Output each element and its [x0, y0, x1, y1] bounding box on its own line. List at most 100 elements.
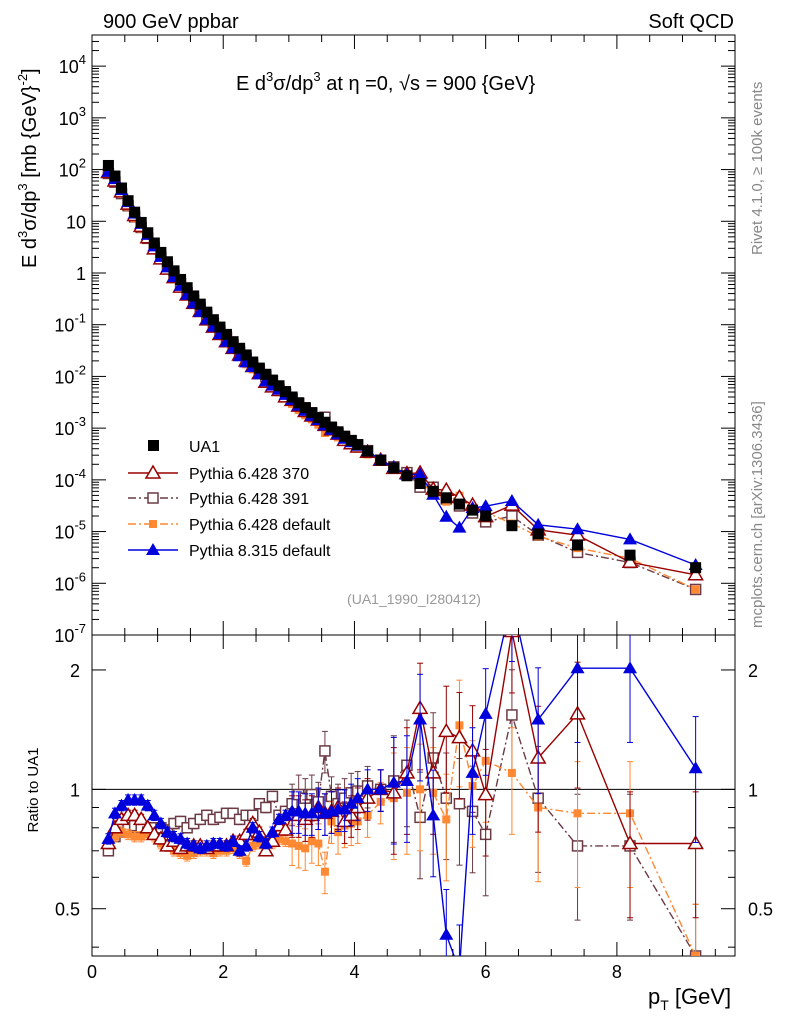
ratio-point-py8: [350, 791, 365, 804]
ratio-point-py8: [101, 831, 116, 844]
main-line-py370: [107, 172, 696, 576]
main-point-ua1: [299, 402, 311, 414]
ratio-point-pydef: [288, 839, 297, 848]
ratio-ytick-label: 1: [70, 780, 80, 800]
main-point-ua1: [260, 368, 272, 380]
ratio-point-py391: [319, 745, 331, 757]
ratio-point-pydef: [416, 785, 425, 794]
main-ytick-label: 10-1: [54, 311, 86, 336]
ratio-point-py8: [386, 775, 401, 788]
legend-item-py391: Pythia 6.428 391: [128, 491, 309, 508]
ratio-point-pydef: [130, 832, 139, 841]
main-ytick-labels: 10-7 10-6 10-5 10-4 10-3 10-2 10-1 1 10 102 103 104: [54, 52, 86, 646]
legend-label-py391: Pythia 6.428 391: [189, 491, 309, 508]
main-point-py391: [506, 510, 518, 522]
main-point-ua1: [135, 216, 147, 228]
main-point-ua1: [427, 485, 439, 497]
ratio-point-pydef: [320, 867, 329, 876]
legend-marker-py8: [146, 543, 160, 555]
main-point-ua1: [690, 562, 702, 574]
main-point-py8: [504, 494, 519, 507]
main-point-ua1: [102, 159, 114, 171]
ratio-point-py8: [452, 963, 466, 975]
ratio-ytick-label-right: 1: [748, 780, 758, 800]
legend-marker-ua1: [148, 440, 159, 451]
main-ytick-label: 102: [59, 156, 86, 181]
main-point-ua1: [168, 265, 180, 277]
main-point-py8: [570, 522, 585, 535]
ratio-series-py391: [102, 669, 702, 956]
ratio-point-pydef: [301, 844, 310, 853]
ratio-point-pydef: [294, 841, 303, 850]
ratio-point-py370: [139, 819, 157, 834]
ratio-xtick-labels: 0 2 4 6 8: [87, 962, 622, 982]
ratio-point-py8: [173, 831, 188, 844]
ratio-ytick-label: 0.5: [55, 900, 80, 920]
ratio-panel: 0.5 0.5 1 1 2 2 0 2 4 6 8 Ratio to UA1 pT [GeV]: [25, 634, 773, 1013]
main-point-ua1: [148, 237, 160, 249]
ratio-point-py8: [531, 712, 546, 725]
ratio-point-pydef: [137, 832, 146, 841]
legend-marker-pydef: [149, 520, 157, 528]
legend-item-pydef: Pythia 6.428 default: [128, 517, 331, 534]
main-series-ua1: [102, 159, 702, 574]
ratio-point-pydef: [507, 768, 516, 777]
main-point-ua1: [345, 434, 357, 446]
main-point-ua1: [286, 391, 298, 403]
ratio-point-py8: [399, 773, 414, 786]
ratio-point-py8: [465, 765, 480, 778]
main-point-ua1: [181, 282, 193, 294]
ratio-point-py8: [232, 843, 247, 856]
mcplots-label: mcplots.cern.ch [arXiv:1306.3436]: [749, 401, 766, 628]
ratio-line-py391: [107, 712, 697, 956]
x-axis-label: pT [GeV]: [648, 984, 731, 1013]
main-point-ua1: [194, 298, 206, 310]
main-point-py8: [623, 532, 638, 545]
ratio-point-py391: [174, 815, 187, 828]
ratio-point-py370: [621, 835, 639, 850]
main-point-ua1: [122, 195, 134, 207]
legend-marker-py370: [144, 464, 162, 479]
ratio-point-py8: [688, 761, 703, 774]
ratio-point-py391: [266, 790, 279, 803]
ratio-point-py8: [134, 793, 149, 806]
ratio-point-py370: [277, 821, 294, 836]
main-point-ua1: [375, 454, 387, 466]
ratio-point-py8: [413, 712, 428, 725]
ratio-point-py8: [160, 825, 175, 838]
ratio-xtick-label: 2: [218, 962, 228, 982]
ratio-ytick-label-right: 2: [748, 661, 758, 681]
ratio-point-py391: [227, 807, 239, 820]
ratio-point-py391: [453, 797, 466, 810]
ratio-ticks: [91, 635, 735, 956]
main-ticks: [91, 34, 735, 636]
ratio-xtick-label: 0: [87, 962, 97, 982]
ratio-point-pydef: [183, 851, 192, 860]
main-panel: 10-7 10-6 10-5 10-4 10-3 10-2 10-1 1 10 102 103 104…: [15, 34, 736, 646]
ratio-ylabel: Ratio to UA1: [25, 747, 42, 832]
main-point-ua1: [247, 356, 259, 368]
ratio-point-py8: [271, 812, 286, 825]
main-series: [100, 159, 704, 596]
main-point-ua1: [240, 349, 252, 361]
header-left: 900 GeV ppbar: [103, 11, 239, 33]
ratio-point-pydef: [334, 828, 343, 837]
main-ytick-label: 104: [59, 52, 86, 77]
ratio-point-pydef: [255, 839, 264, 848]
ratio-point-py8: [252, 829, 267, 842]
ratio-point-py8: [623, 661, 638, 674]
main-ylabel: E d3σ/dp3 [mb {GeV}-2]: [15, 68, 41, 268]
main-point-ua1: [325, 421, 337, 433]
ratio-point-py8: [107, 806, 122, 819]
main-point-ua1: [572, 539, 584, 551]
legend: UA1 Pythia 6.428 370 Pythia 6.428 391 Py…: [128, 439, 331, 560]
main-point-pydef: [691, 585, 700, 594]
ratio-point-py8: [311, 800, 326, 813]
ratio-xtick-label: 8: [612, 962, 622, 982]
ratio-point-py370: [451, 729, 468, 744]
ratio-point-pydef: [110, 832, 119, 841]
main-point-ua1: [388, 462, 400, 474]
main-point-ua1: [332, 426, 344, 438]
main-point-ua1: [214, 321, 226, 333]
